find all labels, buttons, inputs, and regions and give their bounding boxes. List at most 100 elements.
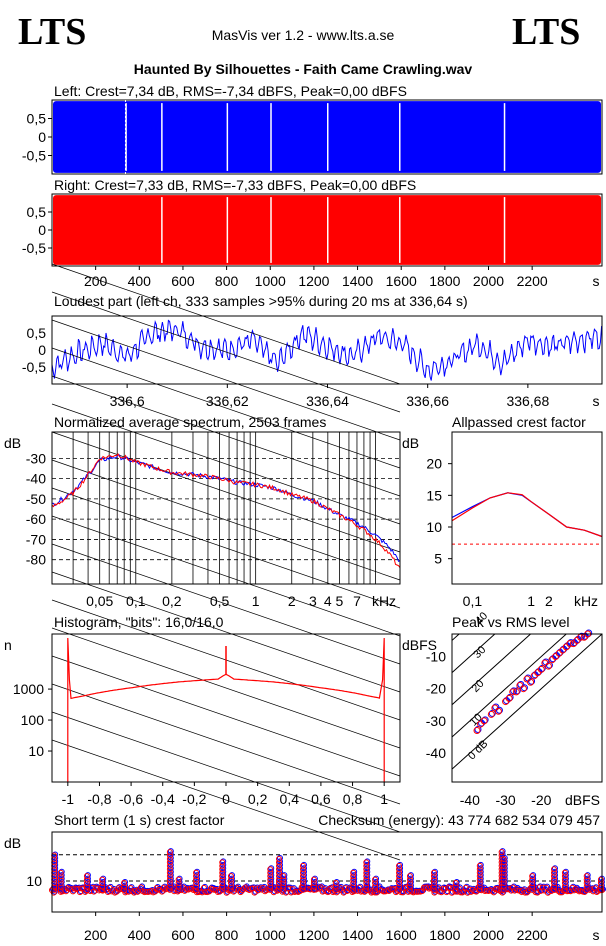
peak-rms-point-right <box>505 694 513 702</box>
crest-peak-point-left <box>276 854 283 861</box>
crest-peak-point-left <box>333 879 340 886</box>
crest-peak-point-right <box>561 869 568 876</box>
crest-point-right <box>419 888 426 895</box>
spectrum-ytick-label: -70 <box>26 531 46 547</box>
crest-peak-point-left <box>176 875 183 882</box>
peak-rms-ytick-label: -10 <box>426 649 446 665</box>
crest-peak-point-left <box>351 868 358 875</box>
left-channel-ytick-label: 0,5 <box>27 111 47 127</box>
time-xtick-label: 1800 <box>429 273 460 289</box>
crest-frame <box>51 831 603 913</box>
crest-peak-point-right <box>83 873 90 880</box>
crest-point-right <box>372 889 379 896</box>
peak-rms-point-left <box>545 661 553 669</box>
crest-peak-point-left <box>228 872 235 879</box>
peak-rms-xtick-label: -30 <box>495 792 515 808</box>
peak-rms-point-left <box>506 693 514 701</box>
crest-peak-point-right <box>193 869 200 876</box>
time-xtick-label: 1400 <box>342 273 373 289</box>
crest-peak-point-right <box>299 862 306 869</box>
histogram-xtick-label: -0,6 <box>119 791 143 807</box>
histogram-ytick-label: 10 <box>28 743 44 759</box>
peak-rms-ytick-label: -40 <box>426 745 446 761</box>
spectrum-ylabel: dB <box>4 435 21 451</box>
crest-peak-point-right <box>121 880 128 887</box>
time-xtick-label: 1600 <box>386 273 417 289</box>
crest-peak-point-left <box>281 872 288 879</box>
peak-rms-diagonal <box>451 633 603 770</box>
histogram-xtick-label: -1 <box>62 791 75 807</box>
crest-peak-point-left <box>584 872 591 879</box>
loudest-xtick-label: 336,66 <box>406 393 449 409</box>
peak-rms-diagonal <box>451 633 531 706</box>
spectrum-ytick-label: -40 <box>26 471 46 487</box>
loudest-xtick-label: 336,64 <box>306 393 349 409</box>
right-channel-ytick-label: 0 <box>38 222 46 238</box>
histogram-xtick-label: 0 <box>222 791 230 807</box>
loudest-xunit-label: s <box>593 393 600 409</box>
crest-xtick-label: 1600 <box>386 927 417 943</box>
crest-peak-point-right <box>57 869 64 876</box>
peak-rms-point-right <box>487 710 495 718</box>
peak-rms-diagonal <box>451 633 460 641</box>
crest-title: Short term (1 s) crest factor <box>54 812 225 828</box>
crest-peak-point-left <box>499 848 506 855</box>
spectrum-slope-line <box>51 739 401 861</box>
histogram-xtick-label: -0,4 <box>151 791 175 807</box>
peak-rms-point-right <box>509 688 517 696</box>
histogram-title: Histogram, "bits": 16,0/16,0 <box>54 614 224 630</box>
spectrum-slope-line <box>51 291 401 413</box>
loudest-ytick-label: 0,5 <box>27 325 47 341</box>
peak-rms-xlabel: dBFS <box>565 792 600 808</box>
loudest-ytick-label: 0 <box>38 342 46 358</box>
crest-peak-point-right <box>550 866 557 873</box>
left-channel-silence-gap <box>503 103 506 171</box>
peak-rms-ytick-label: -30 <box>426 713 446 729</box>
peak-rms-point-right <box>544 662 552 670</box>
crest-peak-point-right <box>310 876 317 883</box>
time-xtick-label: 2000 <box>473 273 504 289</box>
spectrum-title: Normalized average spectrum, 2503 frames <box>54 414 326 430</box>
histogram-xtick-label: 0,6 <box>311 791 331 807</box>
peak-rms-ylabel: dBFS <box>402 637 437 653</box>
crest-peak-point-left <box>268 865 275 872</box>
spectrum-ytick-label: -50 <box>26 491 46 507</box>
spectrum-ytick-label: -30 <box>26 450 46 466</box>
allpass-ytick-label: 10 <box>426 519 442 535</box>
loudest-part-frame <box>51 315 603 385</box>
peak-rms-point-left <box>481 716 489 724</box>
crest-xtick-label: 600 <box>171 927 195 943</box>
loudest-xtick-label: 336,6 <box>110 393 145 409</box>
time-xtick-label: 1000 <box>255 273 286 289</box>
spectrum-slope-line <box>51 375 401 497</box>
allpass-xtick-label: 2 <box>545 593 553 609</box>
spectrum-xtick-label: 5 <box>336 593 344 609</box>
crest-peak-point-right <box>406 873 413 880</box>
crest-peak-point-left <box>52 851 59 858</box>
logo-left: LTS <box>18 11 86 53</box>
peak-rms-point-left <box>488 709 496 717</box>
crest-peak-point-left <box>431 868 438 875</box>
peak-rms-point-left <box>520 684 528 692</box>
crest-peak-point-left <box>167 848 174 855</box>
allpass-ytick-label: 5 <box>434 551 442 567</box>
crest-peak-point-left <box>453 879 460 886</box>
spectrum-xtick-label: 4 <box>324 593 332 609</box>
left-channel-silence-gap <box>399 103 401 171</box>
spectrum-slope-line <box>51 683 401 805</box>
time-xtick-label: 600 <box>171 273 195 289</box>
spectrum-slope-line <box>51 711 401 833</box>
crest-point-left <box>386 887 393 894</box>
crest-point-left <box>79 884 86 891</box>
crest-xtick-label: 1000 <box>255 927 286 943</box>
crest-peak-point-right <box>372 876 379 883</box>
crest-point-left <box>128 884 135 891</box>
crest-peak-point-left <box>551 865 558 872</box>
crest-xtick-label: 2000 <box>473 927 504 943</box>
crest-point-right <box>534 889 541 896</box>
crest-peak-point-right <box>227 873 234 880</box>
crest-peak-point-left <box>407 872 414 879</box>
histogram-xtick-label: 0,2 <box>248 791 268 807</box>
crest-point-right <box>490 889 497 896</box>
crest-peak-point-right <box>500 855 507 862</box>
